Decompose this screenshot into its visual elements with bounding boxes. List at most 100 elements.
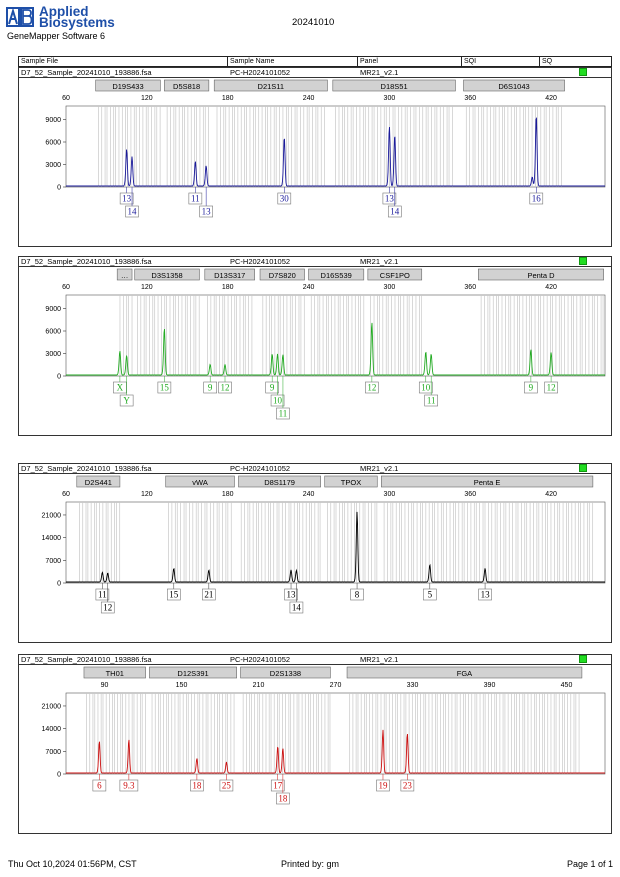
y-tick-label: 9000 [45,117,61,124]
ab-logo-icon [6,7,34,27]
marker-label: vWA [192,478,208,487]
marker-bar-d6s1043 [463,79,565,92]
electropherogram-chart: D19S433 D5S818 D21S11 D18S51 D6S1043 60 120 180… [45,79,606,218]
allele-call-box [100,601,115,614]
allele-call-box [277,192,292,205]
panel-sample-name: PC-H2024101052 [230,464,291,473]
y-tick-label: 3000 [45,351,61,358]
allele-call-box [276,407,290,420]
allele-call-box [218,381,232,394]
y-tick-label: 14000 [42,535,62,542]
panel-sample-name: PC-H2024101052 [230,68,291,77]
allele-call-box [167,588,181,601]
electropherogram-chart: D2S441 vWA D8S1179 TPOX Penta E60 120 180 240 30… [42,475,606,614]
allele-call-box [418,381,433,394]
x-tick-label: 240 [303,491,315,498]
y-tick-label: 0 [57,374,61,381]
allele-call-box [203,381,217,394]
allele-call-label: 5 [428,590,433,600]
marker-bar-d13s317 [204,268,255,281]
x-tick-label: 420 [545,491,557,498]
col-sample-name: Sample Name [228,57,358,66]
allele-call-box [544,381,558,394]
allele-call-label: 13 [287,590,297,600]
allele-call-label: 11 [279,409,288,419]
col-sq: SQ [542,58,553,65]
marker-label: D19S433 [112,82,143,91]
x-tick-label: 60 [62,284,70,291]
panel-sample-name: PC-H2024101052 [230,655,291,664]
brand-name: Applied Biosystems [39,5,115,30]
marker-bar-d5s818 [164,79,210,92]
y-tick-label: 21000 [42,512,62,519]
allele-call-box [350,588,364,601]
plot-area [65,692,606,775]
allele-call-label: 12 [547,383,556,393]
allele-call-label: 8 [355,590,360,600]
marker-label: D2S1338 [270,669,301,678]
marker-bar-d7s820 [259,268,305,281]
panel-sample-file: D7_52_Sample_20241010_193886.fsa [21,257,152,266]
x-tick-label: 450 [561,682,573,689]
allele-call-label: 9 [208,383,213,393]
column-header-row: Sample File Sample Name Panel SQI SQ [18,56,612,67]
marker-bar-csf1po [367,268,423,281]
marker-label: Penta D [527,271,555,280]
x-tick-label: 60 [62,491,70,498]
marker-bar-th01 [83,666,146,679]
x-tick-label: 360 [464,491,476,498]
panel-sample-name: PC-H2024101052 [230,257,291,266]
sq-status-indicator [579,655,587,663]
panel-panel-name: MR21_v2.1 [360,655,399,664]
allele-call-box [478,588,492,601]
marker-bar-vwa [165,475,235,488]
trace-line [66,322,605,376]
x-tick-label: 240 [303,95,315,102]
allele-call-label: 11 [98,590,107,600]
allele-call-box [424,394,438,407]
marker-label: TH01 [106,669,124,678]
marker-bar-tpox [324,475,378,488]
allele-call-label: 11 [191,194,200,204]
x-tick-label: 420 [545,284,557,291]
allele-call-box [270,394,285,407]
allele-call-box [524,381,538,394]
x-tick-label: 120 [141,95,153,102]
allele-call-box [276,792,290,805]
allele-call-label: 16 [532,194,542,204]
panel-header: D7_52_Sample_20241010_193886.fsa PC-H2024… [19,655,611,665]
allele-call-box [95,588,110,601]
sq-status-indicator [579,68,587,76]
marker-bar-d21s11 [213,79,328,92]
panel-panel-name: MR21_v2.1 [360,68,399,77]
brand-line-2: Biosystems [39,15,115,30]
panel-header: D7_52_Sample_20241010_193886.fsa PC-H2024… [19,464,611,474]
allele-call-label: 14 [390,207,400,217]
electropherogram-panel-4: D7_52_Sample_20241010_193886.fsa PC-H2024… [18,654,612,834]
allele-call-box [400,779,415,792]
marker-bar-d18s51 [332,79,456,92]
x-tick-label: 420 [545,95,557,102]
report-title: 20241010 [292,17,335,28]
allele-call-box [289,601,304,614]
allele-call-label: 15 [169,590,179,600]
allele-call-label: 12 [367,383,376,393]
panel-sample-file: D7_52_Sample_20241010_193886.fsa [21,68,152,77]
trace-line [66,117,605,187]
marker-label: FGA [457,669,472,678]
marker-label: D16S539 [321,271,352,280]
marker-bar-d12s391 [149,666,237,679]
x-tick-label: 240 [303,284,315,291]
x-tick-label: 120 [141,491,153,498]
electropherogram-chart: … D3S1358 D13S317 D7S820 D16S539 CSF1PO Penta … [45,268,606,420]
panel-panel-name: MR21_v2.1 [360,464,399,473]
sq-status-indicator [579,464,587,472]
y-tick-label: 7000 [45,749,61,756]
marker-label: … [121,271,128,280]
allele-call-box [202,588,216,601]
x-tick-label: 300 [384,491,396,498]
allele-call-box [219,779,234,792]
plot-area [65,294,606,377]
marker-bar-penta e [381,475,594,488]
allele-call-label: 15 [160,383,170,393]
